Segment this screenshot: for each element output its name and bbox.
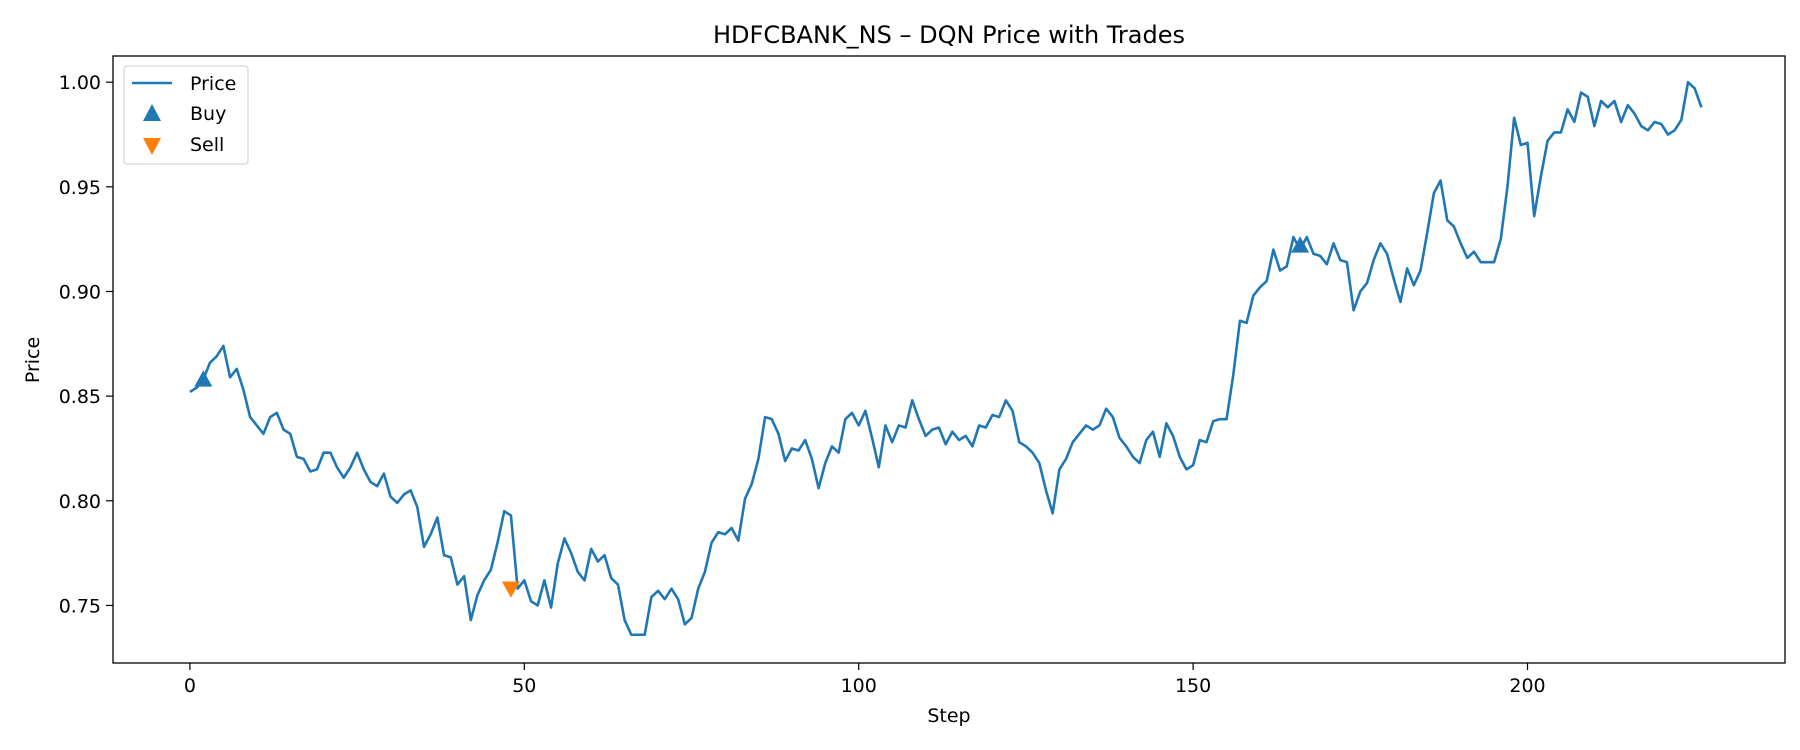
price-line <box>189 80 1703 637</box>
legend-buy-label: Buy <box>190 103 226 125</box>
y-tick-label: 0.80 <box>59 491 101 513</box>
x-tick-label: 200 <box>1509 675 1545 697</box>
plot-frame <box>112 55 1786 664</box>
buy-marker <box>1291 236 1310 253</box>
x-tick-label: 100 <box>841 675 877 697</box>
y-tick-label: 1.00 <box>59 72 101 94</box>
y-tick-label: 0.75 <box>59 595 101 617</box>
x-tick-label: 50 <box>512 675 536 697</box>
y-axis-label: Price <box>22 337 44 383</box>
y-tick-label: 0.85 <box>59 386 101 408</box>
y-tick-label: 0.90 <box>59 281 101 303</box>
legend-sell-label: Sell <box>190 134 224 156</box>
x-axis-label: Step <box>927 705 970 727</box>
legend-buy-marker <box>143 104 161 121</box>
legend: Price Buy Sell <box>123 65 249 165</box>
sell-marker <box>501 581 520 598</box>
axis-ticks: 0 50 100 150 200 0.75 0.80 0.85 0.90 0.95 1.00 <box>59 72 1546 697</box>
legend-sell-marker <box>143 138 161 155</box>
chart-title: HDFCBANK_NS – DQN Price with Trades <box>713 21 1185 49</box>
x-tick-label: 0 <box>184 675 196 697</box>
buy-marker <box>194 370 213 387</box>
plot-area <box>113 56 1785 663</box>
series-layer <box>189 80 1703 637</box>
y-tick-label: 0.95 <box>59 177 101 199</box>
legend-price-label: Price <box>190 73 236 95</box>
x-tick-label: 150 <box>1175 675 1211 697</box>
